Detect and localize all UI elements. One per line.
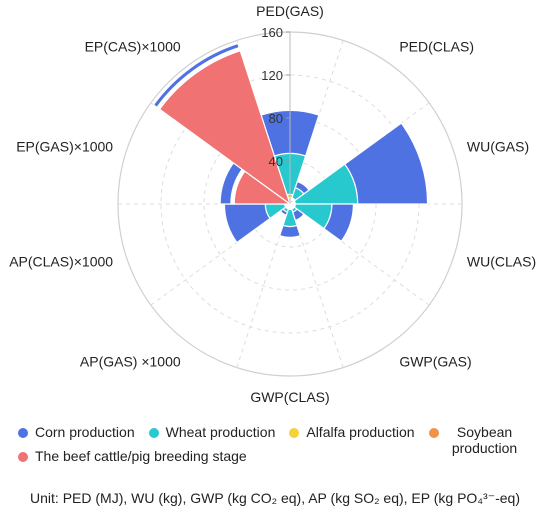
legend-row-1: Corn production Wheat production Alfalfa… bbox=[18, 424, 543, 456]
category-label-wu-gas: WU(GAS) bbox=[467, 139, 529, 155]
legend-label-wheat: Wheat production bbox=[165, 424, 276, 440]
legend-item-corn[interactable]: Corn production bbox=[18, 424, 135, 440]
bar-segment-corn-production-ap-clas-1000[interactable] bbox=[223, 203, 271, 244]
radial-tick-label-160: 160 bbox=[261, 25, 283, 40]
legend-item-soybean[interactable]: Soybean production bbox=[428, 424, 524, 456]
legend-item-beef[interactable]: The beef cattle/pig breeding stage bbox=[18, 448, 247, 464]
polar-bars bbox=[152, 42, 429, 244]
legend-item-wheat[interactable]: Wheat production bbox=[148, 424, 276, 440]
legend-label-corn: Corn production bbox=[35, 424, 135, 440]
category-label-ap-gas-1000: AP(GAS) ×1000 bbox=[80, 353, 181, 369]
bar-segment-corn-production-wu-clas[interactable] bbox=[323, 203, 355, 243]
category-label-gwp-clas: GWP(CLAS) bbox=[250, 389, 329, 405]
category-label-ped-gas: PED(GAS) bbox=[256, 3, 324, 19]
legend-swatch-beef bbox=[18, 452, 28, 462]
radial-tick-label-80: 80 bbox=[269, 111, 283, 126]
bar-segment-corn-production-gwp-clas[interactable] bbox=[278, 224, 302, 238]
legend-label-soybean: Soybean production bbox=[451, 424, 518, 456]
legend-swatch-wheat bbox=[148, 428, 159, 438]
bar-segment-corn-production-ep-cas-1000[interactable] bbox=[152, 42, 240, 109]
category-label-wu-clas: WU(CLAS) bbox=[467, 253, 536, 269]
category-label-ep-cas-1000: EP(CAS)×1000 bbox=[85, 39, 181, 55]
category-label-ped-clas: PED(CLAS) bbox=[399, 39, 474, 55]
category-label-ap-clas-1000: AP(CLAS)×1000 bbox=[9, 253, 113, 269]
radial-tick-label-40: 40 bbox=[269, 154, 283, 169]
legend-swatch-corn bbox=[18, 428, 28, 438]
legend: Corn production Wheat production Alfalfa… bbox=[18, 424, 543, 472]
category-labels: PED(GAS) PED(CLAS) WU(GAS) WU(CLAS) GWP(GAS)… bbox=[9, 3, 536, 405]
legend-swatch-soybean bbox=[428, 428, 439, 438]
category-label-gwp-gas: GWP(GAS) bbox=[399, 353, 471, 369]
legend-swatch-alfalfa bbox=[289, 428, 300, 438]
radial-tick-label-120: 120 bbox=[261, 68, 283, 83]
category-label-ep-gas-1000: EP(GAS)×1000 bbox=[16, 139, 113, 155]
polar-bar-chart: 40 80 120 160 PED(GAS) PED(CLAS) WU(GAS) WU(CL… bbox=[9, 3, 536, 405]
unit-caption: Unit: PED (MJ), WU (kg), GWP (kg CO₂ eq)… bbox=[30, 490, 520, 506]
legend-row-2: The beef cattle/pig breeding stage bbox=[18, 448, 543, 472]
legend-label-beef: The beef cattle/pig breeding stage bbox=[35, 448, 247, 464]
legend-label-alfalfa: Alfalfa production bbox=[306, 424, 415, 440]
radial-axis: 40 80 120 160 bbox=[261, 25, 291, 204]
bar-segment-corn-production-wu-gas[interactable] bbox=[343, 122, 429, 205]
legend-item-alfalfa[interactable]: Alfalfa production bbox=[289, 424, 415, 440]
